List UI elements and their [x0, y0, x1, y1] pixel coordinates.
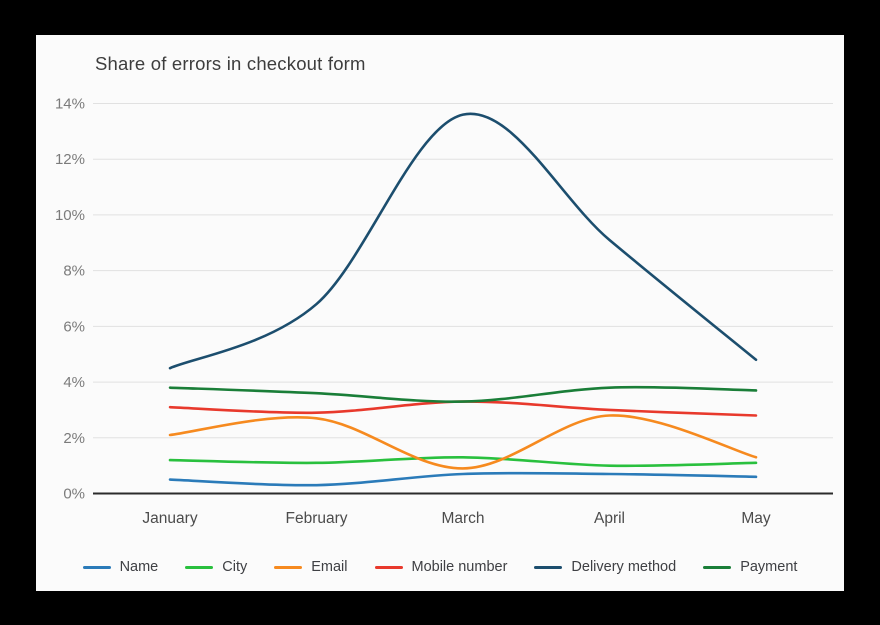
- legend-swatch: [274, 565, 303, 569]
- y-axis-tick-label: 14%: [55, 96, 85, 113]
- y-axis-tick-label: 6%: [63, 318, 85, 335]
- chart-card: Share of errors in checkout form 0% 2% 4% 6…: [36, 35, 844, 591]
- legend-swatch: [534, 565, 563, 569]
- series-line-delivery-method[interactable]: [168, 112, 758, 370]
- legend-label: City: [222, 559, 248, 575]
- legend-swatch: [703, 565, 732, 569]
- y-axis-tick-label: 4%: [63, 374, 85, 391]
- legend-swatch: [82, 565, 111, 569]
- y-axis-tick-label: 2%: [63, 430, 85, 447]
- line-chart: 0% 2% 4% 6% 8% 10% 12% 14% January February March A…: [55, 96, 833, 527]
- y-axis-tick-label: 8%: [63, 263, 85, 280]
- x-axis-tick-label: March: [441, 510, 484, 527]
- y-axis-tick-label: 10%: [55, 207, 85, 224]
- series-line-name[interactable]: [168, 471, 758, 487]
- legend-item-payment[interactable]: Payment: [703, 559, 797, 575]
- legend-label: Name: [119, 559, 159, 575]
- chart-title: Share of errors in checkout form: [95, 53, 366, 74]
- y-axis-tick-label: 0%: [63, 486, 85, 503]
- legend-label: Payment: [740, 559, 798, 575]
- series-line-mobile-number[interactable]: [168, 400, 758, 417]
- legend-item-city[interactable]: City: [185, 559, 247, 575]
- x-axis-tick-label: February: [285, 510, 347, 527]
- x-axis-tick-label: May: [741, 510, 771, 527]
- legend-swatch: [374, 565, 403, 569]
- x-axis-tick-label: January: [142, 510, 197, 527]
- legend-item-mobile-number[interactable]: Mobile number: [374, 559, 508, 575]
- series-line-email[interactable]: [168, 414, 758, 470]
- chart-legend: Name City Email Mobile number Delivery metho…: [36, 559, 844, 575]
- legend-label: Delivery method: [571, 559, 677, 575]
- legend-item-name[interactable]: Name: [82, 559, 159, 575]
- series-line-payment[interactable]: [168, 385, 758, 403]
- legend-label: Mobile number: [411, 559, 508, 575]
- legend-swatch: [185, 565, 214, 569]
- y-axis-tick-label: 12%: [55, 151, 85, 168]
- legend-item-delivery-method[interactable]: Delivery method: [534, 559, 676, 575]
- series-line-city[interactable]: [168, 455, 758, 468]
- legend-item-email[interactable]: Email: [274, 559, 348, 575]
- legend-label: Email: [311, 559, 348, 575]
- x-axis-tick-label: April: [594, 510, 625, 527]
